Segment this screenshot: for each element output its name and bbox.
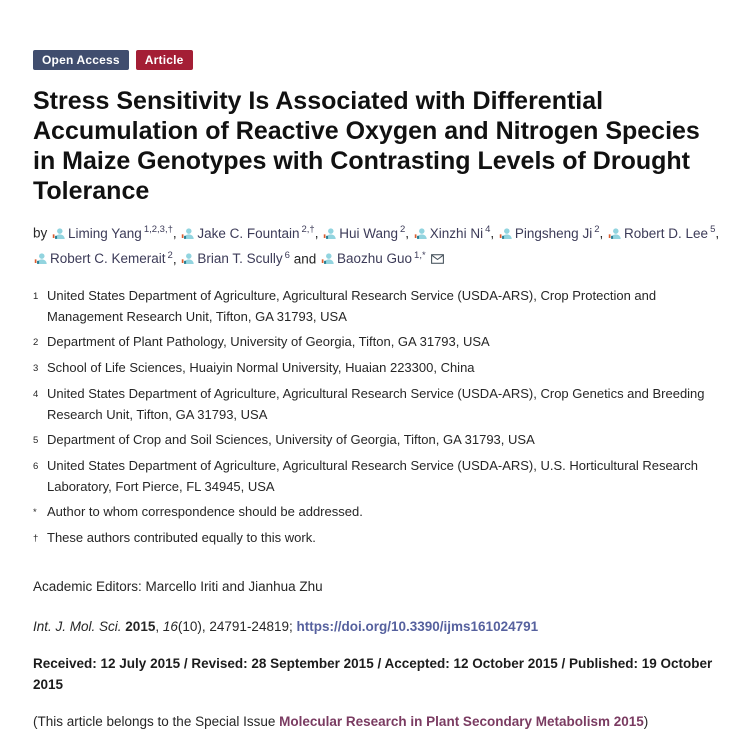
author-link[interactable]: Hui Wang	[339, 225, 398, 241]
affiliation-marker: 5	[33, 435, 39, 446]
affiliation-text: School of Life Sciences, Huaiyin Normal …	[47, 360, 475, 375]
article-history-line: Received: 12 July 2015 / Revised: 28 Sep…	[33, 656, 713, 692]
affiliation-marker: 4	[33, 389, 39, 400]
byline-prefix: by	[33, 225, 52, 241]
sciprofile-person-icon[interactable]	[321, 252, 334, 265]
affiliation-item: 6 United States Department of Agriculture…	[33, 455, 722, 497]
author-affiliation-sup: 2	[594, 224, 600, 235]
affiliation-marker: 1	[33, 291, 39, 302]
sciprofile-person-icon[interactable]	[34, 252, 47, 265]
author-link[interactable]: Liming Yang	[68, 225, 142, 241]
academic-editors-line: Academic Editors: Marcello Iriti and Jia…	[33, 579, 323, 594]
author: Xinzhi Ni 4	[413, 224, 491, 241]
author-link[interactable]: Baozhu Guo	[336, 251, 413, 266]
author-affiliation-sup: 6	[284, 249, 290, 261]
email-envelope-icon[interactable]	[430, 254, 444, 264]
author-affiliation-sup: 1,*	[414, 249, 426, 261]
affiliation-list: 1 United States Department of Agriculture…	[33, 285, 722, 549]
badge-row: Open Access Article	[33, 50, 722, 70]
author: Brian T. Scully 6	[180, 249, 290, 266]
author: Baozhu Guo 1,*	[320, 249, 444, 266]
sciprofile-person-icon[interactable]	[608, 227, 621, 240]
author-affiliation-sup: 2	[167, 249, 173, 261]
affiliation-text: United States Department of Agriculture,…	[47, 458, 698, 494]
citation-year: 2015	[125, 619, 156, 634]
author-link[interactable]: Brian T. Scully	[197, 251, 283, 266]
sciprofile-person-icon[interactable]	[414, 227, 427, 240]
affiliation-marker: †	[33, 533, 39, 544]
sciprofile-person-icon[interactable]	[181, 227, 195, 240]
author: Jake C. Fountain 2,†	[180, 224, 315, 241]
author: Pingsheng Ji 2	[498, 224, 600, 241]
affiliation-item: 5 Department of Crop and Soil Sciences, U…	[33, 429, 722, 451]
author: Robert C. Kemerait 2	[33, 249, 173, 266]
article-title: Stress Sensitivity Is Associated with Di…	[33, 87, 700, 205]
special-issue-line: (This article belongs to the Special Iss…	[33, 711, 722, 732]
affiliation-item: 1 United States Department of Agriculture…	[33, 285, 722, 327]
affiliation-item: 3 School of Life Sciences, Huaiyin Normal…	[33, 357, 722, 379]
author-link[interactable]: Robert D. Lee	[624, 225, 709, 241]
affiliation-text: Author to whom correspondence should be …	[47, 504, 363, 519]
author-link[interactable]: Xinzhi Ni	[429, 225, 484, 241]
author-affiliation-sup: 2,†	[301, 224, 315, 235]
citation-separator: ,	[155, 619, 163, 634]
sciprofile-person-icon[interactable]	[323, 227, 336, 240]
journal-abbrev: Int. J. Mol. Sci.	[33, 619, 122, 634]
author: Liming Yang 1,2,3,†	[51, 224, 173, 241]
affiliation-item: * Author to whom correspondence should be…	[33, 501, 722, 523]
author-link[interactable]: Jake C. Fountain	[197, 225, 300, 241]
affiliation-text: Department of Crop and Soil Sciences, Un…	[47, 432, 535, 447]
author-affiliation-sup: 5	[710, 224, 716, 235]
affiliation-item: † These authors contributed equally to th…	[33, 527, 722, 549]
affiliation-text: These authors contributed equally to thi…	[47, 530, 316, 545]
author-affiliation-sup: 2	[399, 224, 406, 235]
special-issue-prefix: (This article belongs to the Special Iss…	[33, 714, 280, 729]
affiliation-text: United States Department of Agriculture,…	[47, 386, 705, 422]
affiliation-item: 4 United States Department of Agriculture…	[33, 383, 722, 425]
doi-link[interactable]: https://doi.org/10.3390/ijms161024791	[296, 619, 539, 634]
author-link[interactable]: Robert C. Kemerait	[50, 251, 166, 266]
citation-line: Int. J. Mol. Sci. 2015, 16(10), 24791-24…	[33, 616, 722, 637]
author: Hui Wang 2	[322, 224, 406, 241]
affiliation-marker: 3	[33, 363, 39, 374]
affiliation-marker: 2	[33, 337, 39, 348]
citation-pages: (10), 24791-24819;	[177, 619, 293, 634]
author-list: by Liming Yang 1,2,3,†, Jake C. Fountain 2…	[33, 224, 720, 266]
sciprofile-person-icon[interactable]	[52, 227, 65, 240]
sciprofile-person-icon[interactable]	[181, 252, 195, 265]
author-affiliation-sup: 1,2,3,†	[143, 224, 173, 235]
affiliation-marker: 6	[33, 461, 39, 472]
affiliation-text: United States Department of Agriculture,…	[47, 288, 657, 324]
affiliation-marker: *	[33, 507, 37, 518]
author-link[interactable]: Pingsheng Ji	[514, 225, 593, 241]
open-access-badge: Open Access	[33, 50, 129, 70]
citation-volume: 16	[162, 619, 178, 634]
author-affiliation-sup: 4	[485, 224, 491, 235]
special-issue-link[interactable]: Molecular Research in Plant Secondary Me…	[279, 714, 644, 729]
article-type-badge: Article	[135, 50, 193, 70]
sciprofile-person-icon[interactable]	[499, 227, 512, 240]
affiliation-item: 2 Department of Plant Pathology, Universi…	[33, 331, 722, 353]
special-issue-suffix: )	[643, 714, 649, 729]
author: Robert D. Lee 5	[607, 224, 716, 241]
affiliation-text: Department of Plant Pathology, Universit…	[47, 334, 490, 349]
